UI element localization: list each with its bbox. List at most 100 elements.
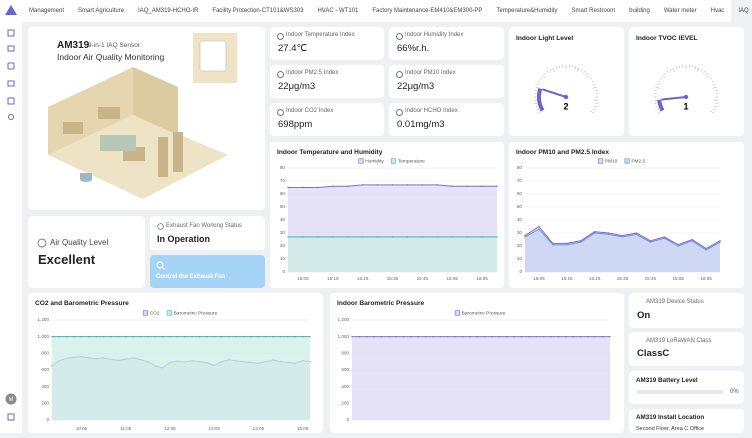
point	[565, 336, 566, 337]
x-tick-label: 16:05	[700, 276, 712, 281]
metric-label: Indoor PM2.5 Index	[286, 70, 338, 76]
tab[interactable]: Water meter	[657, 0, 704, 22]
gauge-tick	[536, 87, 540, 88]
point	[177, 336, 178, 337]
chart-title: CO2 and Barometric Pressure	[35, 300, 129, 307]
point	[650, 241, 651, 242]
point	[250, 336, 251, 337]
x-tick-label: 12:05	[164, 426, 176, 431]
point	[678, 245, 679, 246]
point	[96, 336, 97, 337]
tab[interactable]: building	[622, 0, 657, 22]
fan-button-label: Control the Exhaust Fan	[156, 274, 225, 280]
logo[interactable]	[5, 5, 17, 15]
metric-label: Indoor CO2 Index	[286, 108, 333, 114]
point	[373, 336, 374, 337]
point	[447, 336, 448, 337]
gauge-tick	[542, 76, 545, 79]
chart: Indoor Barometric Pressure02004006008001…	[330, 293, 624, 433]
metric-value: 0.01mg/m3	[397, 119, 445, 130]
hero-title: Indoor Air Quality Monitoring	[57, 52, 164, 62]
x-tick-label: 15:55	[672, 276, 684, 281]
nav-icon[interactable]	[8, 81, 14, 86]
point	[265, 336, 266, 337]
point	[302, 236, 303, 237]
y-tick-label: 800	[41, 351, 49, 356]
nav-icon[interactable]	[8, 98, 14, 104]
nav-icon[interactable]	[9, 115, 14, 120]
gauge-tick	[538, 81, 540, 82]
nav-icon[interactable]	[8, 414, 14, 420]
point	[381, 336, 382, 337]
point	[110, 336, 111, 337]
cabinet	[158, 137, 168, 177]
gauge-tick	[575, 67, 576, 69]
metric-value: 27.4℃	[278, 43, 307, 54]
y-tick-label: 600	[41, 367, 49, 372]
y-tick-label: 1,000	[338, 334, 350, 339]
y-tick-label: 20	[280, 243, 286, 248]
gauge-tick	[665, 73, 666, 74]
point	[524, 236, 525, 237]
y-tick-label: 80	[517, 165, 523, 170]
y-tick-label: 0	[519, 269, 522, 274]
tab[interactable]: Smart Restroom	[564, 0, 622, 22]
gauge-tick	[712, 81, 714, 82]
y-tick-label: 0	[346, 417, 349, 422]
tab[interactable]: Smart Agriculture	[71, 0, 131, 22]
gauge-tick	[657, 109, 659, 110]
tab[interactable]: HVAC - WT101	[310, 0, 365, 22]
point	[243, 336, 244, 337]
metric-card: Indoor Humidity Index66%r.h.	[389, 27, 504, 60]
y-tick-label: 50	[517, 204, 523, 209]
gauge-value: 2	[563, 101, 568, 111]
chart: Indoor Temperature and Humidity010203040…	[270, 142, 504, 288]
point	[362, 184, 363, 185]
point	[552, 244, 553, 245]
x-tick-label: 10:05	[76, 426, 88, 431]
status-value: On	[637, 310, 650, 321]
tab[interactable]: Factory Maintenance-EM410&EM300-PP	[365, 0, 489, 22]
gauge-tick	[657, 84, 659, 85]
gauge-tick	[667, 71, 668, 73]
point	[184, 336, 185, 337]
point	[51, 336, 52, 337]
tab[interactable]: IAQ	[731, 0, 752, 22]
status-card: AM319 LoRaWAN Class ClassC	[629, 332, 744, 366]
tab[interactable]: Temperature&Humidity	[489, 0, 564, 22]
point	[462, 336, 463, 337]
legend-label: PM10	[605, 158, 618, 164]
nav-icon[interactable]	[8, 63, 14, 69]
point	[608, 234, 609, 235]
y-tick-label: 60	[517, 191, 523, 196]
point	[437, 184, 438, 185]
point	[125, 336, 126, 337]
tab[interactable]: Management	[22, 0, 71, 22]
fan-card: Exhaust Fan Working Status In Operation	[150, 216, 265, 250]
point	[377, 184, 378, 185]
nav-icon[interactable]	[8, 46, 14, 51]
point	[366, 336, 367, 337]
point	[622, 236, 623, 237]
point	[622, 235, 623, 236]
chart: CO2 and Barometric Pressure0200400600800…	[28, 293, 323, 433]
gauge-needle	[543, 90, 566, 97]
avatar-initial: M	[9, 397, 14, 403]
point	[506, 336, 507, 337]
point	[162, 336, 163, 337]
tab[interactable]: IAQ_AM319-HCHO-IR	[131, 0, 205, 22]
partition	[100, 135, 136, 151]
nav-icon[interactable]	[8, 30, 14, 36]
point	[595, 336, 596, 337]
point	[228, 336, 229, 337]
y-tick-label: 40	[280, 217, 286, 222]
fan-button[interactable]: Control the Exhaust Fan	[150, 255, 265, 288]
tab[interactable]: Hvac	[704, 0, 732, 22]
tab[interactable]: Facility Protection-CT101&WS303	[205, 0, 310, 22]
point	[132, 336, 133, 337]
status-value: ClassC	[637, 348, 669, 359]
point	[403, 336, 404, 337]
metric-card: Indoor PM10 Index22μg/m3	[389, 65, 504, 98]
point	[422, 184, 423, 185]
metric-card: Indoor PM2.5 Index22μg/m3	[270, 65, 384, 98]
